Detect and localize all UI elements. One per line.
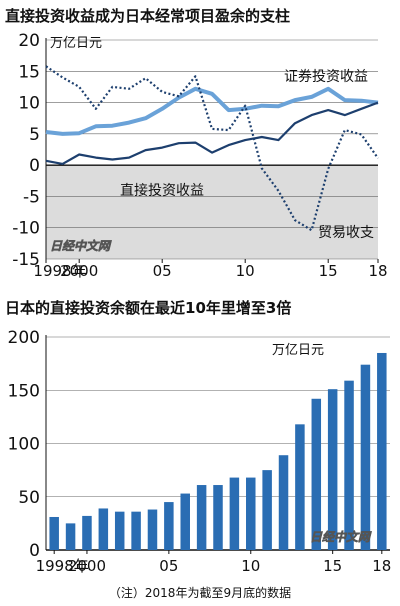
bar	[377, 352, 387, 550]
y-tick-label: -10	[12, 219, 40, 239]
bar	[196, 485, 207, 550]
bar	[295, 424, 305, 550]
x-tick-label: 18	[368, 262, 387, 280]
footnote: （注）2018年为截至9月底的数据	[108, 586, 292, 600]
y-tick-label: 0	[29, 541, 40, 561]
bar	[246, 477, 256, 550]
bar	[147, 509, 158, 550]
bar	[360, 364, 371, 550]
y-unit-label: 万亿日元	[50, 36, 102, 51]
x-tick-label: 05	[159, 557, 178, 575]
bar	[213, 485, 223, 550]
series-label: 贸易收支	[318, 225, 374, 241]
series-label: 证券投资收益	[284, 69, 368, 85]
bar	[114, 511, 125, 550]
y-unit-label: 万亿日元	[272, 343, 324, 358]
y-tick-label: 20	[18, 31, 40, 51]
x-tick-label: 2000	[60, 262, 98, 280]
series-line	[45, 65, 379, 232]
x-tick-label: 1998年	[33, 262, 86, 280]
x-tick-label: 18	[372, 557, 391, 575]
series-label: 直接投资收益	[120, 182, 204, 199]
y-tick-label: 15	[18, 62, 40, 82]
bar	[180, 493, 190, 550]
watermark: 日经中文网	[50, 239, 112, 253]
x-tick-label: 05	[153, 262, 172, 280]
chart1-title: 直接投资收益成为日本经常项目盈余的支柱	[5, 7, 291, 25]
y-tick-label: 200	[8, 328, 40, 348]
bar	[131, 511, 141, 550]
y-tick-label: 150	[8, 381, 40, 401]
y-tick-label: 5	[29, 125, 40, 145]
bar	[262, 470, 272, 550]
x-tick-label: 2000	[68, 557, 106, 575]
y-tick-label: 0	[29, 156, 40, 176]
bar	[229, 477, 240, 550]
series-line	[45, 86, 379, 136]
watermark: 日经中文网	[310, 530, 372, 544]
chart2-title: 日本的直接投资余额在最近10年里增至3倍	[5, 299, 292, 317]
y-tick-label: 10	[18, 94, 40, 114]
y-tick-label: 100	[8, 435, 40, 455]
x-tick-label: 1998年	[36, 557, 89, 575]
negative-area	[46, 165, 378, 259]
bar	[278, 455, 289, 550]
y-tick-label: -15	[12, 250, 40, 270]
x-tick-label: 10	[236, 262, 255, 280]
x-tick-label: 10	[241, 557, 260, 575]
x-tick-label: 15	[323, 557, 342, 575]
bar	[98, 508, 109, 550]
series-line	[45, 101, 379, 165]
bar	[49, 516, 59, 550]
y-tick-label: -5	[23, 187, 40, 207]
y-tick-label: 50	[18, 488, 40, 508]
bar	[164, 502, 174, 550]
x-tick-label: 15	[319, 262, 338, 280]
bar	[65, 523, 76, 550]
bar	[344, 380, 354, 550]
bar	[82, 515, 92, 550]
bar	[327, 389, 338, 550]
bar	[311, 398, 322, 550]
